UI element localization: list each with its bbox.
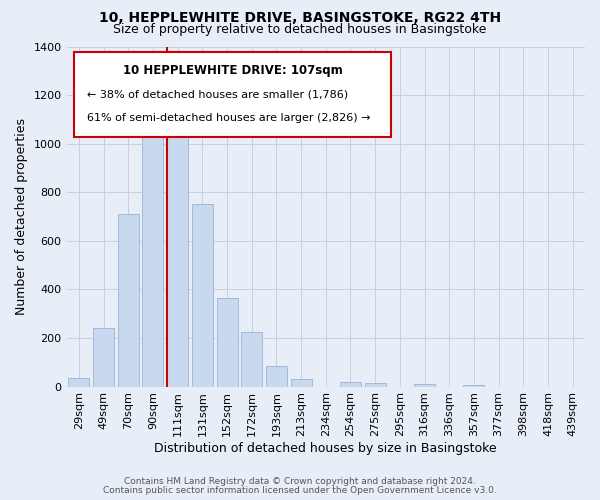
- Bar: [463, 384, 484, 386]
- Text: Contains public sector information licensed under the Open Government Licence v3: Contains public sector information licen…: [103, 486, 497, 495]
- Bar: [266, 366, 287, 386]
- Bar: [167, 117, 188, 386]
- Bar: [340, 382, 361, 386]
- Y-axis label: Number of detached properties: Number of detached properties: [15, 118, 28, 315]
- Bar: [414, 384, 435, 386]
- Text: ← 38% of detached houses are smaller (1,786): ← 38% of detached houses are smaller (1,…: [87, 89, 349, 99]
- Bar: [192, 204, 213, 386]
- Bar: [290, 380, 311, 386]
- Bar: [365, 383, 386, 386]
- Text: Contains HM Land Registry data © Crown copyright and database right 2024.: Contains HM Land Registry data © Crown c…: [124, 477, 476, 486]
- Bar: [118, 214, 139, 386]
- Bar: [142, 120, 163, 386]
- Bar: [68, 378, 89, 386]
- Text: 10, HEPPLEWHITE DRIVE, BASINGSTOKE, RG22 4TH: 10, HEPPLEWHITE DRIVE, BASINGSTOKE, RG22…: [99, 11, 501, 25]
- Text: 61% of semi-detached houses are larger (2,826) →: 61% of semi-detached houses are larger (…: [87, 113, 371, 123]
- Text: 10 HEPPLEWHITE DRIVE: 107sqm: 10 HEPPLEWHITE DRIVE: 107sqm: [122, 64, 343, 76]
- Bar: [93, 328, 114, 386]
- FancyBboxPatch shape: [74, 52, 391, 136]
- Text: Size of property relative to detached houses in Basingstoke: Size of property relative to detached ho…: [113, 22, 487, 36]
- Bar: [241, 332, 262, 386]
- Bar: [217, 298, 238, 386]
- X-axis label: Distribution of detached houses by size in Basingstoke: Distribution of detached houses by size …: [154, 442, 497, 455]
